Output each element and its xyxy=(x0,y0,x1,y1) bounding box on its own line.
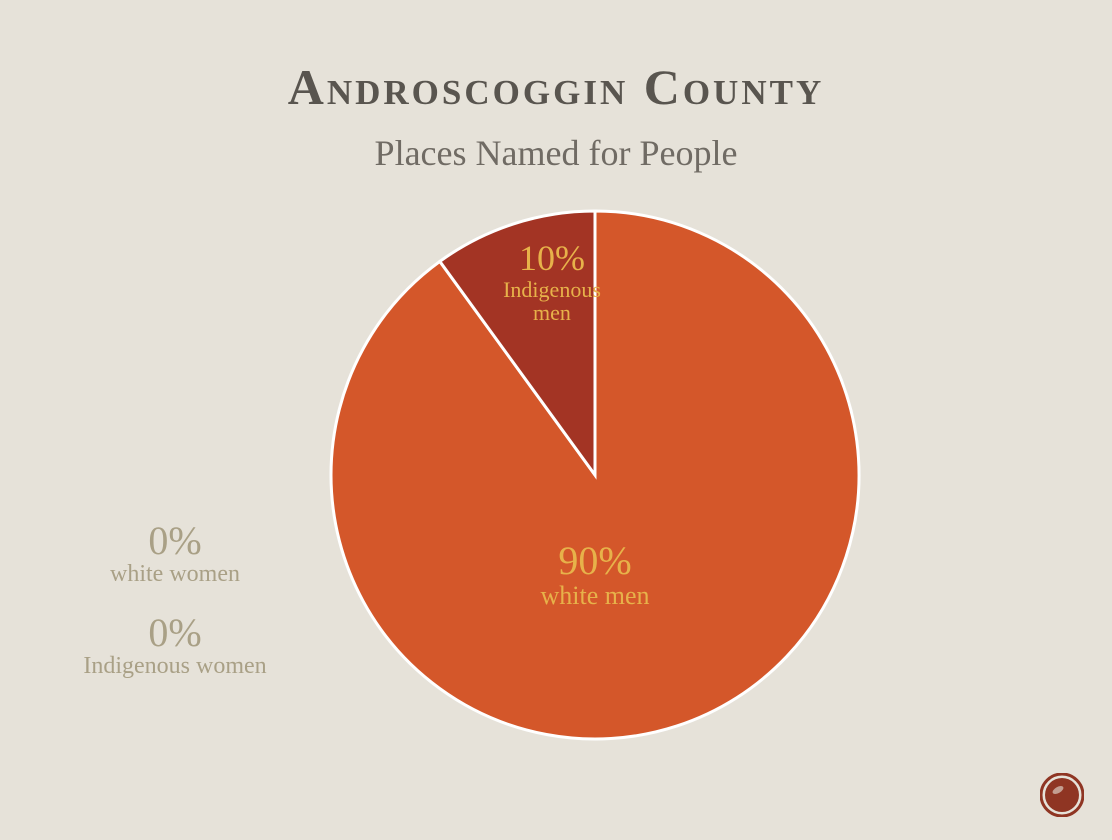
zero-pct: 0% xyxy=(45,520,305,562)
slice-pct: 10% xyxy=(432,240,672,278)
slice-name: white men xyxy=(475,582,715,609)
logo-svg xyxy=(1040,773,1084,817)
slice-pct: 90% xyxy=(475,540,715,582)
slice-label-indigenous-men: 10% Indigenous men xyxy=(432,240,672,324)
zero-entry-white-women: 0% white women xyxy=(45,520,305,587)
zero-pct: 0% xyxy=(45,612,305,654)
zero-name: Indigenous women xyxy=(45,654,305,679)
infographic-canvas: Androscoggin County Places Named for Peo… xyxy=(0,0,1112,840)
slice-name: Indigenous men xyxy=(482,278,622,324)
pie-svg xyxy=(0,0,1112,840)
logo-icon xyxy=(1040,773,1084,822)
zero-entry-indigenous-women: 0% Indigenous women xyxy=(45,612,305,679)
zero-name: white women xyxy=(45,562,305,587)
slice-label-white-men: 90% white men xyxy=(475,540,715,609)
